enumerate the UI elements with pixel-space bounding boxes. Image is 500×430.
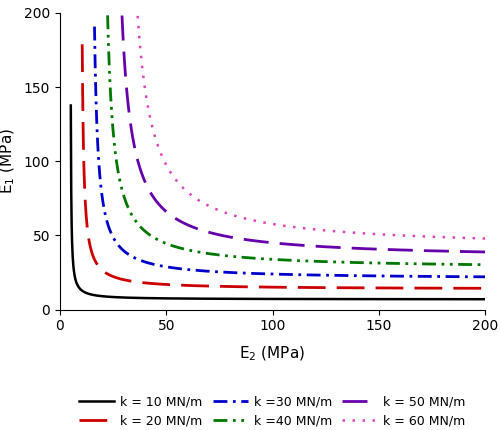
Legend: k = 10 MN/m, k = 20 MN/m, k =30 MN/m, k =40 MN/m, k = 50 MN/m, k = 60 MN/m: k = 10 MN/m, k = 20 MN/m, k =30 MN/m, k … (74, 390, 471, 430)
Y-axis label: E$_1$ (MPa): E$_1$ (MPa) (0, 128, 17, 194)
X-axis label: E$_2$ (MPa): E$_2$ (MPa) (240, 344, 306, 363)
